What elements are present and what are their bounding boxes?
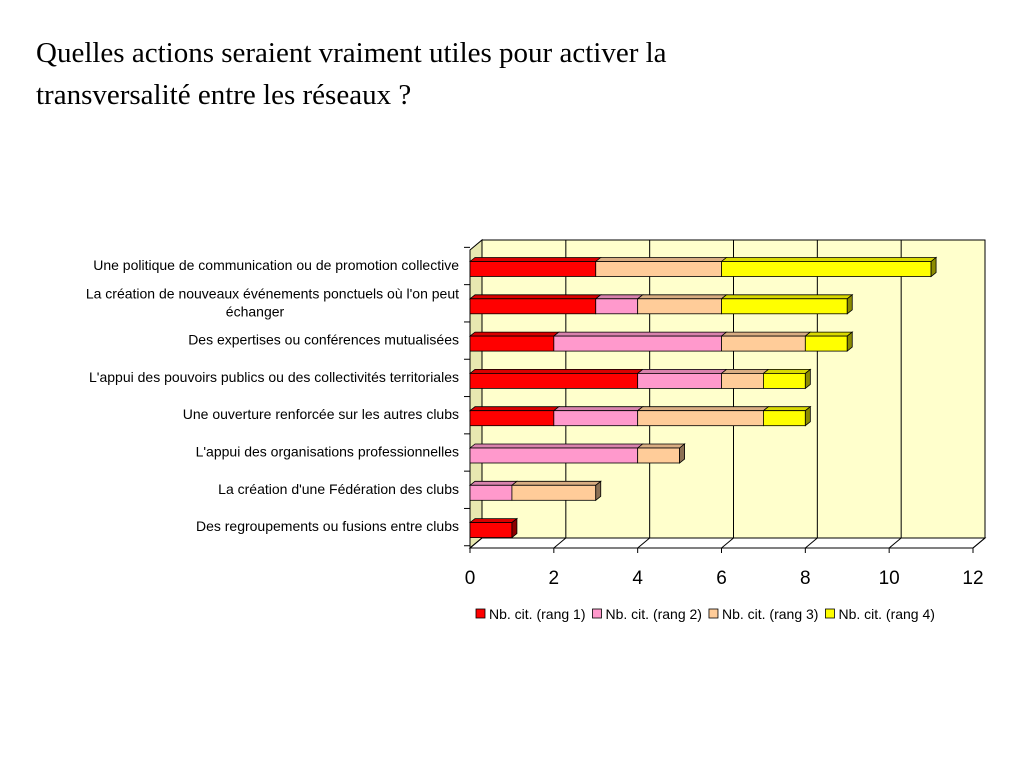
bar-top-face <box>594 294 644 300</box>
bar-top-face <box>720 257 938 262</box>
chart-bars <box>468 256 938 539</box>
bar-top-face <box>468 480 519 486</box>
category-label: L'appui des organisations professionnell… <box>196 444 459 460</box>
bar-segment <box>553 410 639 427</box>
floor-gridline <box>721 537 734 549</box>
bar-segment <box>553 335 722 352</box>
bar-top-face <box>804 331 854 337</box>
bar-segment <box>469 335 555 352</box>
legend-box <box>474 606 988 626</box>
bar-segment <box>804 335 848 352</box>
legend-label: Nb. cit. (rang 4) <box>838 606 934 622</box>
bar-segment <box>511 484 597 501</box>
legend-swatch <box>475 608 486 619</box>
bar-segment <box>637 447 680 464</box>
bar-top-face <box>636 294 728 300</box>
bar-top-face <box>594 257 728 262</box>
bar-top-face <box>468 406 560 412</box>
legend-swatch <box>592 608 602 619</box>
bar-top-face <box>468 257 602 262</box>
bar-end-face <box>804 368 811 390</box>
category-label: Une ouverture renforcée sur les autres c… <box>183 406 459 422</box>
bar-top-face <box>510 480 602 486</box>
bar-top-face <box>552 406 644 412</box>
category-label: Une politique de communication ou de pro… <box>93 257 459 273</box>
bar-top-face <box>762 368 812 374</box>
bar-segment <box>595 261 722 277</box>
bar-segment <box>721 261 932 277</box>
legend-label: Nb. cit. (rang 2) <box>605 606 701 622</box>
bar-end-face <box>804 405 811 427</box>
bar-top-face <box>720 294 854 300</box>
floor-gridline <box>637 537 650 549</box>
chart-legend: Nb. cit. (rang 1) Nb. cit. (rang 2) Nb. ci… <box>474 606 988 626</box>
bar-end-face <box>679 443 685 464</box>
bar-segment <box>637 372 722 389</box>
legend-label: Nb. cit. (rang 1) <box>489 606 585 622</box>
bar-segment <box>469 372 639 389</box>
bar-top-face <box>468 331 560 337</box>
x-tick-label: 10 <box>879 568 900 589</box>
bar-segment <box>763 372 806 389</box>
x-tick-label: 12 <box>962 568 983 589</box>
legend-swatch <box>825 608 835 619</box>
bar-end-face <box>511 517 518 539</box>
bar-end-face <box>846 331 853 352</box>
bar-top-face <box>636 368 728 374</box>
category-labels: Une politique de communication ou de pro… <box>86 257 459 534</box>
bar-segment <box>469 261 597 277</box>
category-label: Des expertises ou conférences mutualisée… <box>188 332 459 348</box>
bar-segment <box>469 298 597 315</box>
category-label: La création de nouveaux événements ponct… <box>86 285 459 301</box>
bar-end-face <box>846 293 853 315</box>
bar-top-face <box>636 443 686 449</box>
x-tick-labels: 0 2 4 6 8 10 12 <box>465 568 984 589</box>
bar-segment <box>595 298 639 315</box>
bar-top-face <box>468 443 644 449</box>
bar-segment <box>469 522 513 538</box>
slide-title-line-2: transversalité entre les réseaux ? <box>36 79 412 111</box>
bar-segment <box>721 372 764 389</box>
bar-top-face <box>636 406 770 412</box>
bar-top-face <box>720 331 812 337</box>
floor-gridline <box>469 537 483 549</box>
bar-segment <box>469 484 513 501</box>
bar-top-face <box>468 368 644 374</box>
x-tick-label: 8 <box>800 568 811 589</box>
bar-segment <box>637 410 764 427</box>
category-label: L'appui des pouvoirs publics ou des coll… <box>89 369 459 385</box>
legend-label: Nb. cit. (rang 3) <box>722 606 818 622</box>
bar-top-face <box>720 368 770 374</box>
legend-swatch <box>708 608 719 619</box>
floor-gridline <box>972 537 986 549</box>
chart-back-wall <box>468 238 987 550</box>
floor-gridline <box>553 537 567 549</box>
x-tick-label: 0 <box>465 568 476 589</box>
category-label: La création d'une Fédération des clubs <box>218 481 459 497</box>
bar-end-face <box>595 480 602 502</box>
x-tick-label: 6 <box>716 568 727 589</box>
category-label: échanger <box>226 303 285 319</box>
slide-title: Quelles actions seraient vraiment utiles… <box>36 32 936 116</box>
bar-segment <box>763 410 806 427</box>
bar-top-face <box>762 406 812 412</box>
bar-segment <box>469 410 555 427</box>
x-tick-label: 4 <box>632 568 643 589</box>
bar-top-face <box>468 518 519 523</box>
floor-gridline <box>888 537 902 549</box>
floor-gridline <box>805 537 818 549</box>
plot-side-wall <box>469 238 483 550</box>
bar-top-face <box>468 294 602 300</box>
bar-segment <box>721 298 848 315</box>
bar-top-face <box>552 331 728 337</box>
bar-end-face <box>930 256 937 278</box>
bar-segment <box>469 447 639 464</box>
bar-segment <box>637 298 722 315</box>
slide-title-line-1: Quelles actions seraient vraiment utiles… <box>36 37 667 69</box>
x-tick-label: 2 <box>549 568 560 589</box>
category-label: Des regroupements ou fusions entre clubs <box>196 518 459 534</box>
bar-segment <box>721 335 806 352</box>
